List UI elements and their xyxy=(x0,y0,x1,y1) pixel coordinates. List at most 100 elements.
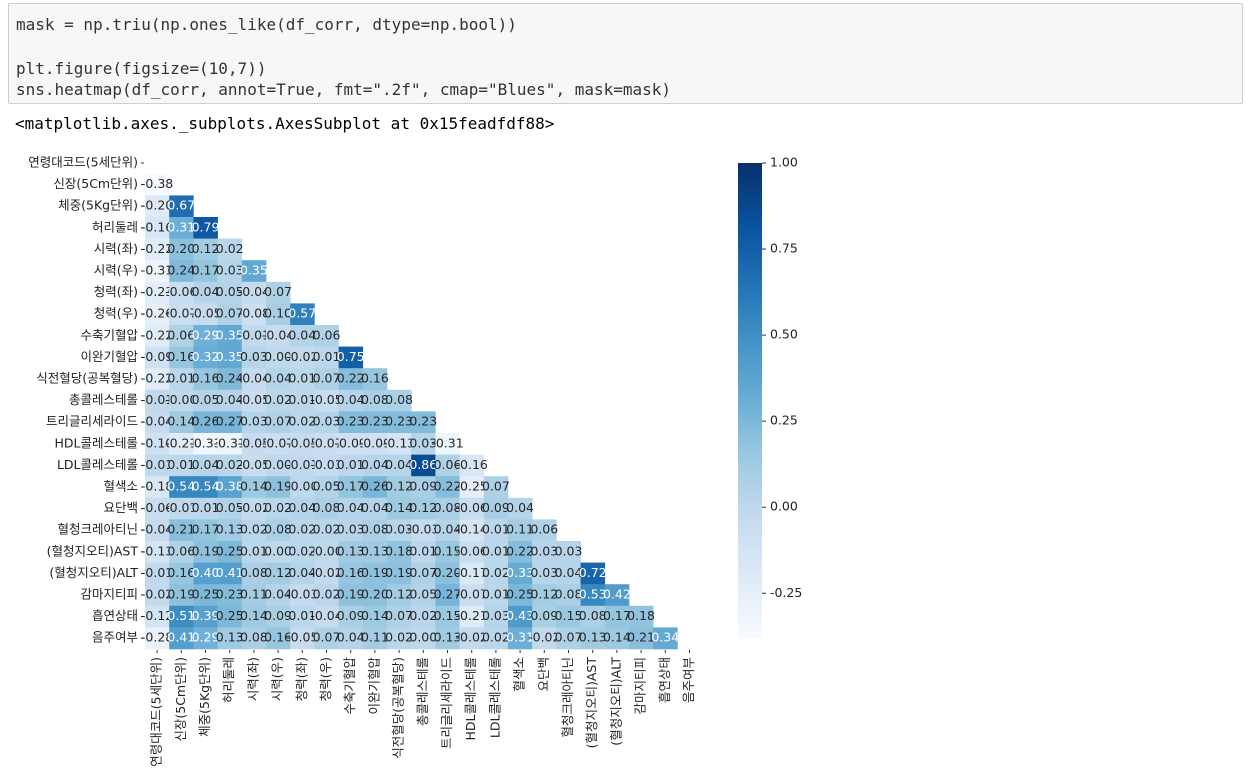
cell-label: 0.19 xyxy=(167,587,195,602)
heatmap-cell xyxy=(508,541,533,563)
code-cell[interactable]: mask = np.triu(np.ones_like(df_corr, dty… xyxy=(8,3,1243,104)
heatmap-cell xyxy=(266,346,291,369)
cell-label: 0.72 xyxy=(579,565,607,580)
cell-label: 0.14 xyxy=(240,479,268,494)
cell-label: 0.51 xyxy=(167,608,195,623)
heatmap-cell xyxy=(314,519,339,542)
cell-label: -0.00 xyxy=(286,479,318,494)
heatmap-cell xyxy=(266,519,291,542)
cell-label: 0.15 xyxy=(434,543,462,558)
cell-label: -0.22 xyxy=(141,327,173,342)
cell-label: -0.20 xyxy=(141,198,173,213)
cell-label: 0.16 xyxy=(192,371,220,386)
heatmap-cell xyxy=(459,497,485,520)
heatmap-cell xyxy=(435,584,460,607)
heatmap-cell xyxy=(241,389,267,412)
cell-label: 0.35 xyxy=(240,263,268,278)
heatmap-cell xyxy=(459,605,485,628)
cell-label: 0.06 xyxy=(434,457,462,472)
cell-label: 0.12 xyxy=(192,241,220,256)
heatmap-cell xyxy=(193,562,218,585)
cell-label: 0.16 xyxy=(337,565,365,580)
y-tick-label: HDL콜레스테롤 xyxy=(55,435,139,450)
heatmap-cell xyxy=(266,389,291,412)
cell-label: 0.04 xyxy=(434,522,462,537)
cell-label: 0.09 xyxy=(337,608,365,623)
heatmap-cell xyxy=(387,541,412,563)
cell-label: 0.12 xyxy=(385,479,413,494)
cell-label: 0.19 xyxy=(337,587,365,602)
cell-label: 0.54 xyxy=(192,479,220,494)
cell-label: 0.03 xyxy=(337,522,365,537)
heatmap-cell xyxy=(169,281,194,304)
cell-label: -0.08 xyxy=(238,306,270,321)
cell-label: 0.54 xyxy=(167,479,195,494)
cell-label: 0.13 xyxy=(361,543,389,558)
y-tick-label: 음주여부 xyxy=(92,630,138,645)
heatmap-cell xyxy=(169,238,194,261)
heatmap-cell xyxy=(508,584,533,607)
x-tick-label: 청력(우) xyxy=(318,657,333,701)
heatmap-cell xyxy=(362,476,388,499)
heatmap-cell xyxy=(217,541,243,563)
cell-label: -0.05 xyxy=(238,392,270,407)
cell-label: 0.03 xyxy=(530,543,558,558)
heatmap-cell xyxy=(290,519,315,542)
cell-label: 0.04 xyxy=(264,587,292,602)
cell-label: 0.01 xyxy=(240,543,268,558)
cell-label: 0.14 xyxy=(240,608,268,623)
heatmap-cell xyxy=(169,605,194,628)
cell-label: 0.03 xyxy=(555,543,583,558)
heatmap-cell xyxy=(387,454,412,477)
cell-label: -0.31 xyxy=(431,435,463,450)
cell-label: -0.03 xyxy=(407,522,439,537)
cell-label: -0.02 xyxy=(528,630,560,645)
heatmap-cell xyxy=(290,627,315,650)
cell-label: -0.05 xyxy=(238,457,270,472)
cell-label: 0.04 xyxy=(337,500,365,515)
colorbar-tick-label: 0.00 xyxy=(770,499,798,514)
heatmap-cell xyxy=(241,519,267,542)
heatmap-cell xyxy=(411,497,436,520)
heatmap-cell xyxy=(193,303,218,326)
heatmap-cell xyxy=(193,281,218,304)
heatmap-cell xyxy=(145,303,170,326)
heatmap-cell xyxy=(556,584,581,607)
heatmap-cell xyxy=(435,627,460,650)
cell-label: -0.07 xyxy=(310,435,342,450)
heatmap-cell xyxy=(266,411,291,434)
y-tick-label: 감마지티피 xyxy=(80,587,138,602)
heatmap-cell xyxy=(314,389,339,412)
code-line: plt.figure(figsize=(10,7)) xyxy=(16,59,267,78)
heatmap-cell xyxy=(193,541,218,563)
cell-label: 0.02 xyxy=(288,543,316,558)
cell-label: 0.02 xyxy=(482,630,510,645)
heatmap-cell xyxy=(217,260,243,283)
cell-label: 0.16 xyxy=(264,630,292,645)
heatmap-cell xyxy=(145,325,170,347)
cell-label: -0.22 xyxy=(141,241,173,256)
cell-label: 0.02 xyxy=(313,587,341,602)
heatmap-cell xyxy=(338,346,364,369)
cell-label: -0.23 xyxy=(141,284,173,299)
heatmap-cell xyxy=(532,519,557,542)
code-line: mask = np.triu(np.ones_like(df_corr, dty… xyxy=(16,15,517,34)
cell-label: 0.01 xyxy=(288,371,316,386)
heatmap-cell xyxy=(145,346,170,369)
cell-label: 0.20 xyxy=(434,565,462,580)
heatmap-cell xyxy=(338,627,364,650)
colorbar xyxy=(738,163,762,638)
cell-label: 0.07 xyxy=(264,414,292,429)
heatmap-cell xyxy=(145,238,170,261)
heatmap-cell xyxy=(604,627,630,650)
cell-label: 0.41 xyxy=(167,630,195,645)
heatmap-cell xyxy=(338,454,364,477)
cell-label: 0.09 xyxy=(264,608,292,623)
colorbar-tick-label: 0.75 xyxy=(770,241,798,256)
heatmap-cell xyxy=(241,497,267,520)
heatmap-cell xyxy=(556,541,581,563)
heatmap-cell xyxy=(169,325,194,347)
heatmap-cell xyxy=(290,605,315,628)
cell-label: -0.07 xyxy=(456,587,488,602)
heatmap-cell xyxy=(266,562,291,585)
